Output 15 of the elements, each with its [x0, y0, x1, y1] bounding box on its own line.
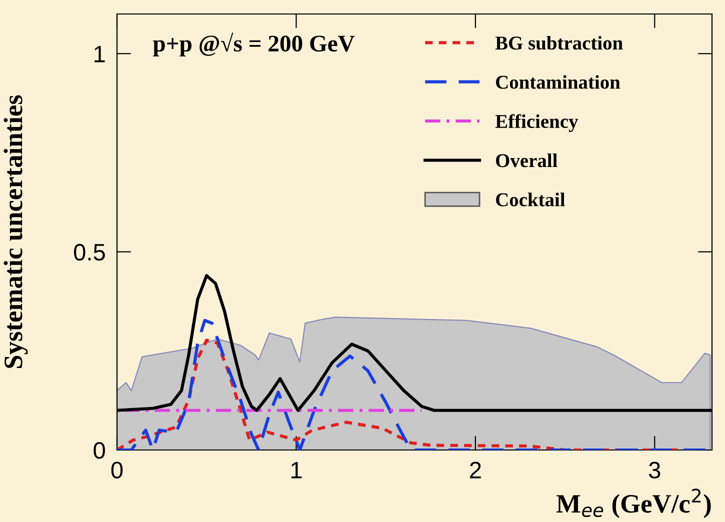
- y-tick-label: 1: [94, 46, 105, 62]
- y-tick-label: 0.5: [74, 244, 105, 261]
- legend-label: BG subtraction: [495, 36, 623, 50]
- x-tick-label: 3: [648, 462, 660, 478]
- annotation: p+p @√s = 200 GeV: [153, 32, 355, 56]
- x-tick-label: 2: [470, 462, 481, 478]
- x-tick-label: 1: [291, 462, 302, 478]
- legend-label: Cocktail: [496, 192, 565, 206]
- x-tick-label: 0: [111, 462, 123, 478]
- x-axis-title: M$_{ee}$ (GeV/c$^{2}$): [556, 488, 711, 518]
- y-axis-title: Systematic uncertainties: [4, 95, 28, 368]
- legend-label: Overall: [496, 154, 558, 168]
- legend-label: Efficiency: [495, 114, 578, 132]
- legend-label: Contamination: [496, 75, 620, 89]
- y-tick-label: 0: [94, 442, 105, 459]
